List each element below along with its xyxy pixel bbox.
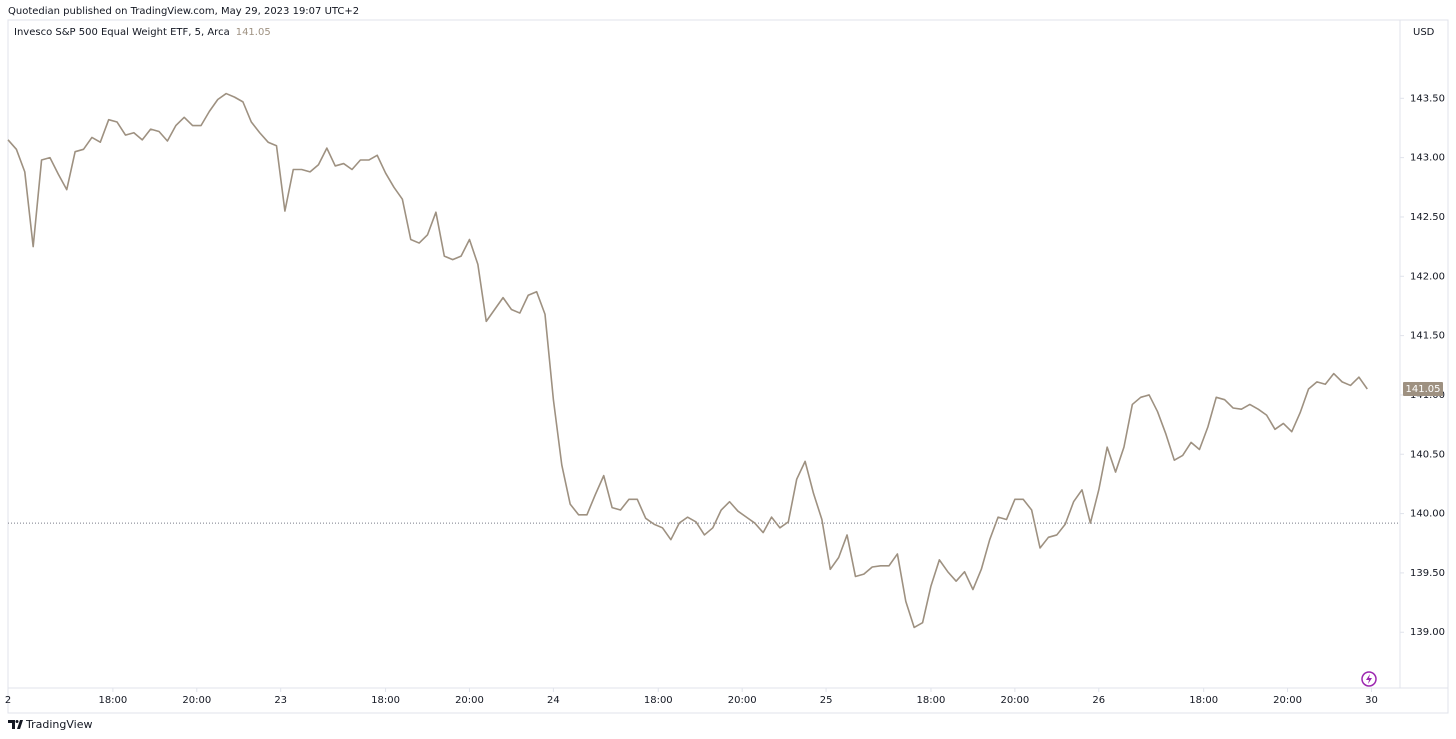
x-tick-label: 18:00: [644, 695, 673, 706]
x-tick-label: 20:00: [182, 695, 211, 706]
last-price-label: 141.05: [1406, 384, 1441, 395]
x-tick-label: 20:00: [1000, 695, 1029, 706]
x-tick-label: 20:00: [455, 695, 484, 706]
y-tick-label: 140.50: [1410, 449, 1445, 460]
y-tick-label: 141.50: [1410, 331, 1445, 342]
y-tick-label: 143.00: [1410, 153, 1445, 164]
x-tick-label: 18:00: [371, 695, 400, 706]
x-tick-label: 30: [1365, 695, 1378, 706]
x-tick-label: 25: [820, 695, 833, 706]
y-tick-label: 143.50: [1410, 93, 1445, 104]
x-tick-label: 24: [547, 695, 560, 706]
x-tick-label: 26: [1092, 695, 1105, 706]
currency-label: USD: [1413, 27, 1435, 38]
y-tick-label: 139.00: [1410, 627, 1445, 638]
legend-value: 141.05: [236, 27, 271, 38]
last-price-box: [1403, 382, 1443, 397]
y-tick-label: 142.50: [1410, 212, 1445, 223]
x-tick-label: 23: [274, 695, 287, 706]
legend-title: Invesco S&P 500 Equal Weight ETF, 5, Arc…: [14, 27, 230, 38]
y-tick-label: 142.00: [1410, 271, 1445, 282]
x-tick-label: 2: [5, 695, 11, 706]
x-tick-label: 20:00: [728, 695, 757, 706]
x-tick-label: 18:00: [98, 695, 127, 706]
tradingview-logo: [8, 720, 23, 729]
x-tick-label: 18:00: [917, 695, 946, 706]
footer-brand: TradingView: [25, 718, 92, 731]
y-tick-label: 139.50: [1410, 568, 1445, 579]
x-tick-label: 18:00: [1189, 695, 1218, 706]
price-line: [7, 92, 1368, 629]
x-tick-label: 20:00: [1273, 695, 1302, 706]
lightning-icon: [1361, 671, 1377, 687]
y-tick-label: 140.00: [1410, 509, 1445, 520]
publish-header: Quotedian published on TradingView.com, …: [8, 6, 359, 17]
